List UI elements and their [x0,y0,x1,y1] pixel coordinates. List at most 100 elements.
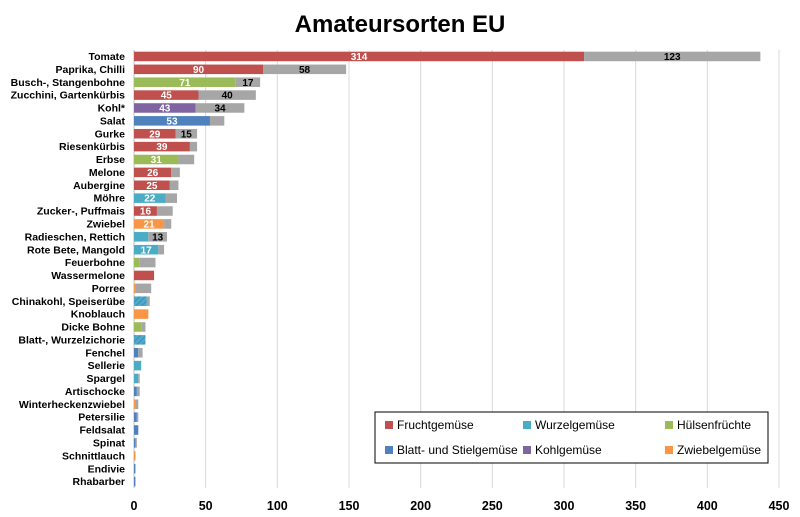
bar-segment-group [134,451,136,461]
bar-segment-group [134,347,139,358]
bar-segment-remainder [209,116,225,126]
bar-segment-remainder [164,219,172,229]
bar-segment-group [134,193,166,203]
bar-segment-remainder [135,283,152,294]
bar-segment-remainder [263,64,347,75]
category-label: Zwiebel [86,219,125,231]
bar-segment-group [134,373,139,384]
bar-segment-group [134,322,142,332]
bar-segment-remainder [158,244,165,255]
bar-segment-group [134,412,137,422]
category-label: Möhre [94,193,126,205]
bar-remainder-label: 34 [214,104,226,115]
legend-swatch [385,421,393,429]
legend-label: Blatt- und Stielgemüse [397,443,518,457]
bar-segment-group [134,476,136,487]
bar-segment-remainder [135,399,139,410]
bar-remainder-label: 123 [664,52,681,63]
bar-value-label: 43 [159,104,171,115]
bar-segment-group [134,77,236,87]
category-label: Paprika, Chilli [56,64,126,76]
bar-segment-group [134,296,147,306]
x-tick-label: 0 [131,499,138,513]
legend-label: Fruchtgemüse [397,418,474,432]
bar-segment-group [134,180,170,191]
x-tick-label: 300 [554,499,575,513]
bar-value-label: 17 [141,245,153,256]
x-tick-label: 50 [199,499,213,513]
bar-segment-group [134,399,136,410]
bar-value-label: 29 [149,129,161,140]
bar-value-label: 71 [179,78,191,89]
bar-segment-remainder [136,412,139,422]
x-tick-label: 350 [625,499,646,513]
bar-segment-remainder [198,90,256,100]
bar-segment-remainder [141,322,146,332]
bar-segment-group [134,257,140,268]
bar-value-label: 16 [140,207,152,218]
category-label: Gurke [95,128,126,140]
bar-segment-remainder [136,386,140,397]
category-label: Feldsalat [79,425,125,437]
bar-segment-group [134,141,190,152]
legend-swatch [523,446,531,454]
category-label: Riesenkürbis [59,141,125,153]
bar-segment-remainder [235,77,261,87]
bar-segment-group [134,425,139,435]
category-label: Knoblauch [71,309,125,321]
bar-segment-group [134,219,165,229]
category-label: Salat [100,115,126,127]
legend-label: Zwiebelgemüse [677,443,761,457]
bar-segment-remainder [195,103,245,113]
bar-segment-remainder [169,180,179,191]
category-label: Tomate [88,51,125,63]
category-label: Rote Bete, Mangold [27,244,125,256]
bar-value-label: 31 [151,155,163,166]
category-label: Aubergine [73,180,125,192]
x-tick-label: 450 [769,499,790,513]
category-label: Fenchel [85,347,125,359]
legend: Fruchtgemüse Wurzelgemüse Hülsenfrüchte Bla… [374,411,769,464]
bar-value-label: 39 [156,142,168,153]
bar-remainder-label: 15 [181,129,193,140]
legend-label: Hülsenfrüchte [677,418,751,432]
bar-remainder-label: 17 [242,78,254,89]
bar-segment-remainder [178,154,195,165]
category-label: Sellerie [88,360,126,372]
bar-segment-remainder [165,193,177,203]
bar-segment-group [134,116,210,126]
bar-segment-group [134,438,136,448]
bar-segment-group [134,270,155,281]
bar-segment-group [134,90,199,100]
bars: 314 123 90 58 71 17 45 40 43 34 53 29 15 39 31 26 25 22 16… [134,51,761,487]
bar-segment-group [134,386,137,397]
bar-segment-group [134,283,136,294]
bar-segment-group [134,360,142,371]
bar-segment-group [134,206,157,216]
category-label: Chinakohl, Speiserübe [12,296,125,308]
bar-value-label: 45 [161,91,173,102]
bar-segment-remainder [584,51,761,62]
bar-segment-group [134,335,146,345]
x-tick-label: 250 [482,499,503,513]
bar-segment-group [134,51,585,62]
category-label: Artischocke [65,386,125,398]
bar-value-label: 26 [147,168,159,179]
category-label: Zucchini, Gartenkürbis [11,90,126,102]
bar-remainder-label: 40 [222,91,234,102]
category-label: Winterheckenzwiebel [19,399,125,411]
bar-value-label: 90 [193,65,205,76]
legend-box [374,411,769,464]
bar-segment-group [134,309,149,319]
category-label: Rhabarber [72,476,125,488]
bar-segment-group [134,232,149,242]
bar-segment-group [134,64,263,75]
bar-segment-group [134,103,196,113]
x-tick-label: 200 [410,499,431,513]
category-label: Spargel [86,373,125,385]
bar-segment-group [134,154,179,165]
bar-remainder-label: 13 [152,232,164,243]
category-label: Wassermelone [51,270,125,282]
